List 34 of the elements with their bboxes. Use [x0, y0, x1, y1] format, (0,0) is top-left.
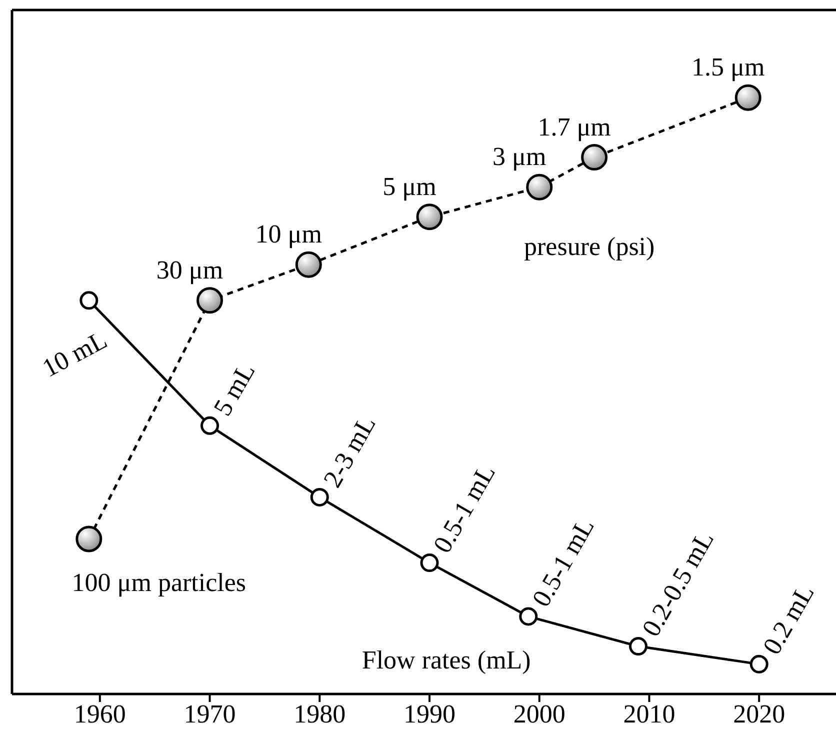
annotation: 10 mL	[38, 325, 112, 383]
point	[196, 287, 224, 314]
point	[80, 291, 98, 310]
point	[76, 526, 102, 552]
series-label: presure (psi)	[524, 232, 655, 262]
x-tick-label: 1970	[184, 699, 236, 728]
annotation: 2-3 mL	[318, 410, 382, 492]
point	[526, 174, 553, 200]
annotation: 5 μm	[382, 172, 436, 201]
annotation: 3 μm	[492, 142, 546, 172]
x-tick-label: 2010	[623, 699, 676, 728]
point	[519, 607, 538, 626]
series-label: Flow rates (mL)	[362, 645, 531, 674]
annotation: 1.7 μm	[538, 112, 611, 142]
point	[310, 488, 329, 506]
point	[420, 554, 439, 572]
annotation: 10 μm	[255, 220, 322, 249]
point	[750, 654, 768, 674]
point	[628, 637, 648, 656]
point	[295, 251, 322, 278]
annotation: 0.2 mL	[757, 580, 820, 660]
point	[581, 144, 608, 171]
point	[200, 416, 220, 435]
x-tick-label: 1990	[403, 699, 456, 728]
x-tick-label: 1980	[294, 699, 346, 728]
x-tick-label: 2000	[513, 699, 566, 728]
annotation: 30 μm	[156, 255, 224, 284]
annotation: 1.5 μm	[692, 52, 765, 82]
x-tick-label: 1960	[74, 699, 126, 728]
x-tick-label: 2020	[733, 699, 786, 728]
annotation: 100 μm particles	[72, 568, 246, 597]
point	[734, 84, 762, 111]
point	[416, 204, 443, 230]
annotation: 5 mL	[208, 358, 261, 421]
